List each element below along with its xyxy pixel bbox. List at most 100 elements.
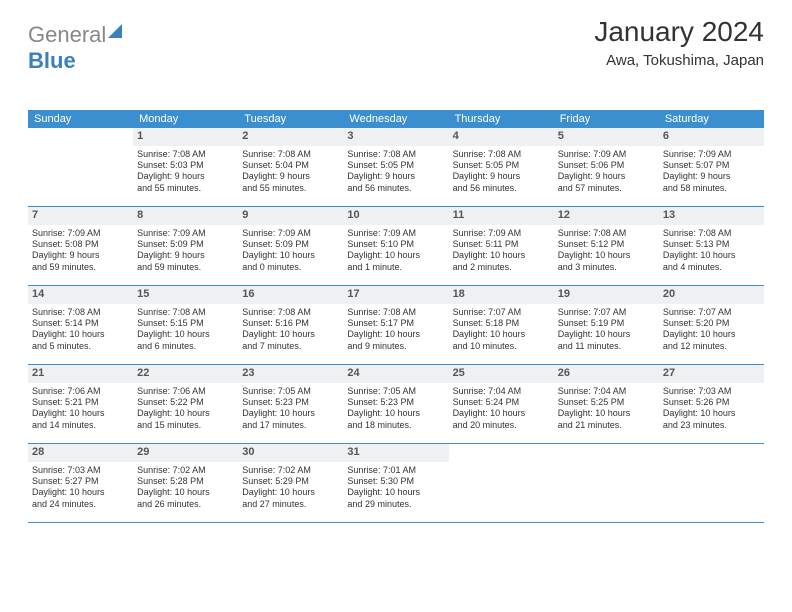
sunset-text: Sunset: 5:15 PM [137, 318, 234, 329]
calendar-cell: 28Sunrise: 7:03 AMSunset: 5:27 PMDayligh… [28, 444, 133, 522]
day2-text: and 18 minutes. [347, 420, 444, 431]
calendar-week: 28Sunrise: 7:03 AMSunset: 5:27 PMDayligh… [28, 444, 764, 523]
sunrise-text: Sunrise: 7:09 AM [137, 228, 234, 239]
calendar-cell: 27Sunrise: 7:03 AMSunset: 5:26 PMDayligh… [659, 365, 764, 443]
day2-text: and 57 minutes. [558, 183, 655, 194]
day2-text: and 7 minutes. [242, 341, 339, 352]
day-number: 17 [343, 286, 448, 304]
weekday-label: Tuesday [238, 110, 343, 128]
calendar-cell [659, 444, 764, 522]
day1-text: Daylight: 10 hours [137, 408, 234, 419]
day-number: 6 [659, 128, 764, 146]
sunset-text: Sunset: 5:07 PM [663, 160, 760, 171]
calendar-weeks: 1Sunrise: 7:08 AMSunset: 5:03 PMDaylight… [28, 128, 764, 523]
calendar-cell: 15Sunrise: 7:08 AMSunset: 5:15 PMDayligh… [133, 286, 238, 364]
sunrise-text: Sunrise: 7:08 AM [558, 228, 655, 239]
sunset-text: Sunset: 5:25 PM [558, 397, 655, 408]
day1-text: Daylight: 9 hours [663, 171, 760, 182]
day1-text: Daylight: 10 hours [347, 487, 444, 498]
calendar-cell: 20Sunrise: 7:07 AMSunset: 5:20 PMDayligh… [659, 286, 764, 364]
day1-text: Daylight: 10 hours [663, 329, 760, 340]
day2-text: and 20 minutes. [453, 420, 550, 431]
day2-text: and 56 minutes. [453, 183, 550, 194]
day2-text: and 12 minutes. [663, 341, 760, 352]
day2-text: and 3 minutes. [558, 262, 655, 273]
day2-text: and 2 minutes. [453, 262, 550, 273]
day2-text: and 15 minutes. [137, 420, 234, 431]
day1-text: Daylight: 9 hours [347, 171, 444, 182]
day1-text: Daylight: 9 hours [453, 171, 550, 182]
sunrise-text: Sunrise: 7:07 AM [663, 307, 760, 318]
day2-text: and 55 minutes. [137, 183, 234, 194]
day-number: 24 [343, 365, 448, 383]
calendar-cell: 22Sunrise: 7:06 AMSunset: 5:22 PMDayligh… [133, 365, 238, 443]
sunset-text: Sunset: 5:06 PM [558, 160, 655, 171]
sunrise-text: Sunrise: 7:08 AM [32, 307, 129, 318]
day2-text: and 9 minutes. [347, 341, 444, 352]
sunrise-text: Sunrise: 7:06 AM [32, 386, 129, 397]
sunrise-text: Sunrise: 7:09 AM [663, 149, 760, 160]
sunset-text: Sunset: 5:18 PM [453, 318, 550, 329]
day-number: 5 [554, 128, 659, 146]
calendar-cell: 9 Sunrise: 7:09 AMSunset: 5:09 PMDaylight… [238, 207, 343, 285]
day2-text: and 17 minutes. [242, 420, 339, 431]
day-number: 23 [238, 365, 343, 383]
day2-text: and 24 minutes. [32, 499, 129, 510]
sunset-text: Sunset: 5:28 PM [137, 476, 234, 487]
calendar-cell: 16Sunrise: 7:08 AMSunset: 5:16 PMDayligh… [238, 286, 343, 364]
day-number: 16 [238, 286, 343, 304]
day1-text: Daylight: 10 hours [242, 250, 339, 261]
day-number: 8 [133, 207, 238, 225]
calendar-week: 14Sunrise: 7:08 AMSunset: 5:14 PMDayligh… [28, 286, 764, 365]
calendar-week: 21Sunrise: 7:06 AMSunset: 5:21 PMDayligh… [28, 365, 764, 444]
day-number: 20 [659, 286, 764, 304]
calendar-cell: 7Sunrise: 7:09 AMSunset: 5:08 PMDaylight… [28, 207, 133, 285]
calendar-cell [28, 128, 133, 206]
day1-text: Daylight: 10 hours [137, 487, 234, 498]
sunrise-text: Sunrise: 7:04 AM [453, 386, 550, 397]
day1-text: Daylight: 10 hours [558, 408, 655, 419]
calendar-cell: 19Sunrise: 7:07 AMSunset: 5:19 PMDayligh… [554, 286, 659, 364]
sunrise-text: Sunrise: 7:05 AM [347, 386, 444, 397]
sunset-text: Sunset: 5:21 PM [32, 397, 129, 408]
calendar-cell: 29Sunrise: 7:02 AMSunset: 5:28 PMDayligh… [133, 444, 238, 522]
day1-text: Daylight: 9 hours [137, 250, 234, 261]
sunset-text: Sunset: 5:11 PM [453, 239, 550, 250]
calendar-week: 1Sunrise: 7:08 AMSunset: 5:03 PMDaylight… [28, 128, 764, 207]
sunset-text: Sunset: 5:23 PM [242, 397, 339, 408]
day1-text: Daylight: 10 hours [453, 250, 550, 261]
day1-text: Daylight: 10 hours [32, 487, 129, 498]
sunrise-text: Sunrise: 7:09 AM [242, 228, 339, 239]
day-number: 18 [449, 286, 554, 304]
sunset-text: Sunset: 5:03 PM [137, 160, 234, 171]
sunrise-text: Sunrise: 7:07 AM [453, 307, 550, 318]
sunset-text: Sunset: 5:17 PM [347, 318, 444, 329]
sunrise-text: Sunrise: 7:09 AM [558, 149, 655, 160]
day-number: 31 [343, 444, 448, 462]
sunrise-text: Sunrise: 7:08 AM [137, 307, 234, 318]
sunset-text: Sunset: 5:29 PM [242, 476, 339, 487]
sunset-text: Sunset: 5:05 PM [453, 160, 550, 171]
day-number: 4 [449, 128, 554, 146]
calendar-cell: 14Sunrise: 7:08 AMSunset: 5:14 PMDayligh… [28, 286, 133, 364]
sunrise-text: Sunrise: 7:08 AM [663, 228, 760, 239]
sunset-text: Sunset: 5:09 PM [242, 239, 339, 250]
sunset-text: Sunset: 5:09 PM [137, 239, 234, 250]
calendar-cell: 26Sunrise: 7:04 AMSunset: 5:25 PMDayligh… [554, 365, 659, 443]
sunrise-text: Sunrise: 7:01 AM [347, 465, 444, 476]
calendar-cell: 24Sunrise: 7:05 AMSunset: 5:23 PMDayligh… [343, 365, 448, 443]
day-number: 19 [554, 286, 659, 304]
sunset-text: Sunset: 5:08 PM [32, 239, 129, 250]
sunset-text: Sunset: 5:04 PM [242, 160, 339, 171]
day2-text: and 59 minutes. [137, 262, 234, 273]
weekday-header: Sunday Monday Tuesday Wednesday Thursday… [28, 110, 764, 128]
day-number: 9 [238, 207, 343, 225]
weekday-label: Wednesday [343, 110, 448, 128]
sunrise-text: Sunrise: 7:05 AM [242, 386, 339, 397]
sunset-text: Sunset: 5:27 PM [32, 476, 129, 487]
sunrise-text: Sunrise: 7:08 AM [137, 149, 234, 160]
day1-text: Daylight: 10 hours [558, 329, 655, 340]
day1-text: Daylight: 10 hours [453, 329, 550, 340]
sunrise-text: Sunrise: 7:09 AM [347, 228, 444, 239]
calendar-cell: 4Sunrise: 7:08 AMSunset: 5:05 PMDaylight… [449, 128, 554, 206]
